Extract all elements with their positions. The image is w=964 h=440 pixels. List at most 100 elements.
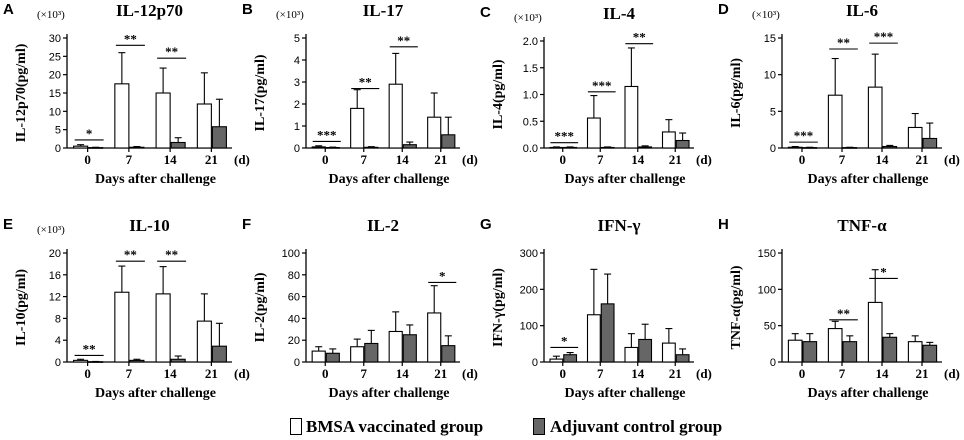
panel-letter: D (718, 1, 729, 18)
bar-control (842, 341, 858, 363)
y-multiplier: (×10³) (752, 9, 780, 21)
x-tick-label: 7 (126, 366, 133, 381)
bar-vaccinated (73, 145, 89, 149)
bar-control (402, 144, 417, 149)
x-tick-label: 7 (126, 152, 133, 167)
bar-vaccinated (787, 339, 803, 363)
panel-title: TNF-α (837, 216, 887, 235)
x-tick-label: 14 (876, 366, 890, 381)
bar-control (638, 146, 653, 149)
bar-control (211, 345, 227, 363)
significance-label: ** (165, 247, 178, 262)
y-tick-label: 100 (282, 248, 300, 260)
significance-label: *** (874, 29, 894, 44)
significance-label: ** (124, 31, 137, 46)
significance-label: ** (83, 341, 96, 356)
panel-letter: C (480, 4, 491, 21)
bar-vaccinated (196, 320, 212, 363)
y-multiplier: (×10³) (276, 9, 304, 21)
bar-control (600, 303, 615, 363)
significance-label: ** (837, 35, 850, 50)
bar-vaccinated (350, 107, 365, 149)
x-axis-label: Days after challenge (328, 386, 449, 401)
bar-vaccinated (196, 103, 212, 149)
bar-vaccinated (907, 126, 923, 149)
y-tick-label: 0 (770, 143, 776, 155)
bar-control (842, 147, 858, 149)
bar-control (600, 146, 615, 149)
y-tick-label: 200 (520, 284, 538, 296)
x-tick-label: 21 (205, 366, 218, 381)
x-tick-label: 21 (669, 152, 682, 167)
x-axis-label: Days after challenge (564, 386, 685, 401)
y-tick-label: 15 (49, 88, 61, 100)
bar-control (325, 147, 340, 149)
x-unit: (d) (944, 152, 960, 167)
bar-vaccinated (114, 291, 130, 363)
significance-label: ** (633, 30, 646, 45)
x-tick-label: 7 (839, 152, 846, 167)
x-unit: (d) (944, 366, 960, 381)
bar-control (922, 344, 938, 363)
y-tick-label: 30 (49, 33, 61, 45)
bar-vaccinated (427, 116, 442, 149)
bar-control (441, 345, 456, 363)
panel-g: G IFN-γ IFN-γ(pg/ml) 0 100 200 300 0 7 14 21 * (d) Da… (480, 216, 712, 401)
bar-vaccinated (787, 146, 803, 149)
bar-vaccinated (661, 131, 676, 149)
bar-control (129, 146, 145, 149)
y-tick-label: 0 (294, 143, 300, 155)
x-axis-label: Days after challenge (95, 172, 216, 187)
x-tick-label: 0 (322, 152, 329, 167)
y-tick-label: 12 (49, 292, 61, 304)
y-tick-label: 2 (294, 99, 300, 111)
x-unit: (d) (696, 152, 712, 167)
bar-vaccinated (624, 346, 639, 363)
y-tick-label: 150 (758, 248, 776, 260)
panel-e: E IL-10 (×10³) IL-10(pg/ml) 0 4 8 12 16 20 0 7 14 21 *… (3, 216, 250, 401)
y-multiplier: (×10³) (514, 12, 542, 24)
significance-label: ** (165, 44, 178, 59)
panel-title: IL-12p70 (116, 1, 183, 20)
bar-vaccinated (907, 341, 923, 363)
y-tick-label: 20 (288, 335, 300, 347)
x-tick-label: 14 (164, 152, 178, 167)
bar-control (563, 354, 578, 363)
bar-control (638, 338, 653, 363)
bar-control (364, 146, 379, 149)
y-tick-label: 16 (49, 270, 61, 282)
y-tick-label: 1 (294, 121, 300, 133)
y-tick-label: 100 (758, 284, 776, 296)
x-axis-label: Days after challenge (807, 386, 928, 401)
y-tick-label: 40 (288, 313, 300, 325)
bar-vaccinated (586, 314, 601, 363)
bar-control (88, 147, 104, 149)
y-tick-label: 15 (764, 33, 776, 45)
y-tick-label: 300 (520, 248, 538, 260)
bar-control (170, 141, 186, 149)
panel-f: F IL-2 IL-2(pg/ml) 0 20 40 60 80 100 0 7 14 21 * (d) Da… (242, 216, 478, 401)
significance-label: *** (592, 78, 612, 93)
bar-control (364, 342, 379, 363)
y-axis-label: IL-12p70(pg/ml) (14, 43, 29, 142)
y-tick-label: 1.5 (523, 63, 538, 75)
legend: BMSA vaccinated group Adjuvant control g… (0, 413, 964, 437)
significance-label: ** (359, 75, 372, 90)
bar-vaccinated (549, 358, 564, 363)
bar-vaccinated (388, 83, 403, 149)
y-tick-label: 50 (764, 321, 776, 333)
x-axis-label: Days after challenge (95, 386, 216, 401)
bar-control (675, 354, 690, 363)
x-tick-label: 14 (631, 152, 645, 167)
bar-control (88, 361, 104, 363)
y-tick-label: 4 (294, 55, 300, 67)
bar-control (402, 334, 417, 363)
y-tick-label: 0.0 (523, 143, 538, 155)
x-tick-label: 21 (916, 152, 929, 167)
x-tick-label: 7 (361, 152, 368, 167)
x-tick-label: 14 (396, 152, 410, 167)
y-tick-label: 20 (49, 70, 61, 82)
bar-control (882, 336, 898, 363)
